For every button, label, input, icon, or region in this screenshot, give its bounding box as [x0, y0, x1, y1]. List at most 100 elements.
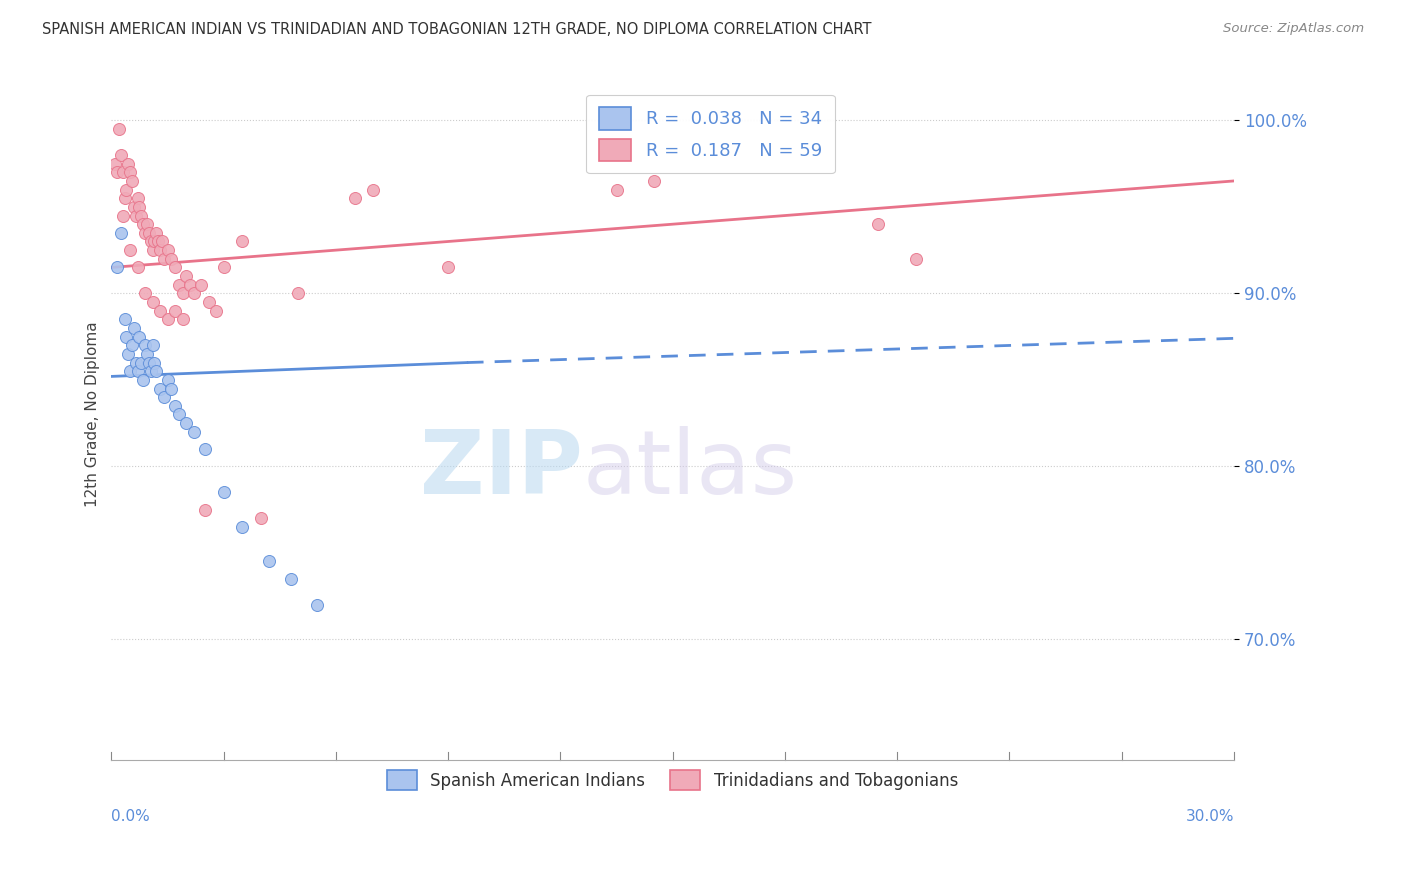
Point [117, 156, 139, 170]
Point [105, 165, 128, 179]
Point [190, 277, 212, 292]
Point [363, 183, 385, 197]
Point [152, 390, 174, 404]
Point [307, 598, 329, 612]
Point [205, 303, 228, 318]
Point [120, 243, 142, 257]
Point [104, 156, 127, 170]
Text: 30.0%: 30.0% [1185, 809, 1234, 824]
Point [125, 355, 148, 369]
Text: 0.0%: 0.0% [111, 809, 150, 824]
Point [138, 355, 160, 369]
Point [145, 226, 167, 240]
Text: atlas: atlas [583, 426, 799, 513]
Point [183, 425, 205, 439]
Point [152, 252, 174, 266]
Point [127, 364, 149, 378]
Point [163, 303, 186, 318]
Y-axis label: 12th Grade, No Diploma: 12th Grade, No Diploma [86, 322, 100, 508]
Point [149, 382, 172, 396]
Text: Source: ZipAtlas.com: Source: ZipAtlas.com [1223, 22, 1364, 36]
Point [139, 235, 162, 249]
Point [197, 295, 219, 310]
Point [110, 226, 132, 240]
Point [179, 277, 201, 292]
Point [231, 520, 253, 534]
Point [167, 277, 190, 292]
Point [257, 554, 280, 568]
Point [174, 416, 197, 430]
Point [145, 364, 167, 378]
Point [149, 303, 172, 318]
Point [194, 502, 217, 516]
Point [172, 312, 194, 326]
Point [114, 312, 136, 326]
Text: SPANISH AMERICAN INDIAN VS TRINIDADIAN AND TOBAGONIAN 12TH GRADE, NO DIPLOMA COR: SPANISH AMERICAN INDIAN VS TRINIDADIAN A… [42, 22, 872, 37]
Point [134, 338, 156, 352]
Point [606, 183, 628, 197]
Point [132, 373, 155, 387]
Point [156, 373, 179, 387]
Point [127, 260, 149, 275]
Point [136, 217, 159, 231]
Point [150, 235, 173, 249]
Point [110, 148, 132, 162]
Point [156, 312, 179, 326]
Point [212, 260, 235, 275]
Point [343, 191, 366, 205]
Point [149, 243, 172, 257]
Legend: Spanish American Indians, Trinidadians and Tobagonians: Spanish American Indians, Trinidadians a… [377, 760, 969, 800]
Point [134, 286, 156, 301]
Point [108, 122, 131, 136]
Point [167, 408, 190, 422]
Point [143, 235, 166, 249]
Point [132, 217, 155, 231]
Point [120, 165, 142, 179]
Point [138, 226, 160, 240]
Point [142, 338, 165, 352]
Point [105, 260, 128, 275]
Point [121, 338, 143, 352]
Point [231, 235, 253, 249]
Point [139, 364, 162, 378]
Point [111, 165, 134, 179]
Point [134, 226, 156, 240]
Point [117, 347, 139, 361]
Point [194, 442, 217, 456]
Point [160, 252, 183, 266]
Point [128, 329, 150, 343]
Point [127, 191, 149, 205]
Point [163, 399, 186, 413]
Point [121, 174, 143, 188]
Point [868, 217, 890, 231]
Point [174, 269, 197, 284]
Point [160, 382, 183, 396]
Point [183, 286, 205, 301]
Point [122, 321, 145, 335]
Point [131, 355, 153, 369]
Point [115, 329, 138, 343]
Point [643, 174, 665, 188]
Point [250, 511, 273, 525]
Point [122, 200, 145, 214]
Point [143, 355, 166, 369]
Text: ZIP: ZIP [420, 426, 583, 513]
Point [212, 485, 235, 500]
Point [131, 209, 153, 223]
Point [142, 295, 165, 310]
Point [156, 243, 179, 257]
Point [163, 260, 186, 275]
Point [904, 252, 927, 266]
Point [287, 286, 309, 301]
Point [142, 243, 165, 257]
Point [136, 347, 159, 361]
Point [172, 286, 194, 301]
Point [114, 191, 136, 205]
Point [115, 183, 138, 197]
Point [280, 572, 302, 586]
Point [148, 235, 170, 249]
Point [128, 200, 150, 214]
Point [120, 364, 142, 378]
Point [125, 209, 148, 223]
Point [111, 209, 134, 223]
